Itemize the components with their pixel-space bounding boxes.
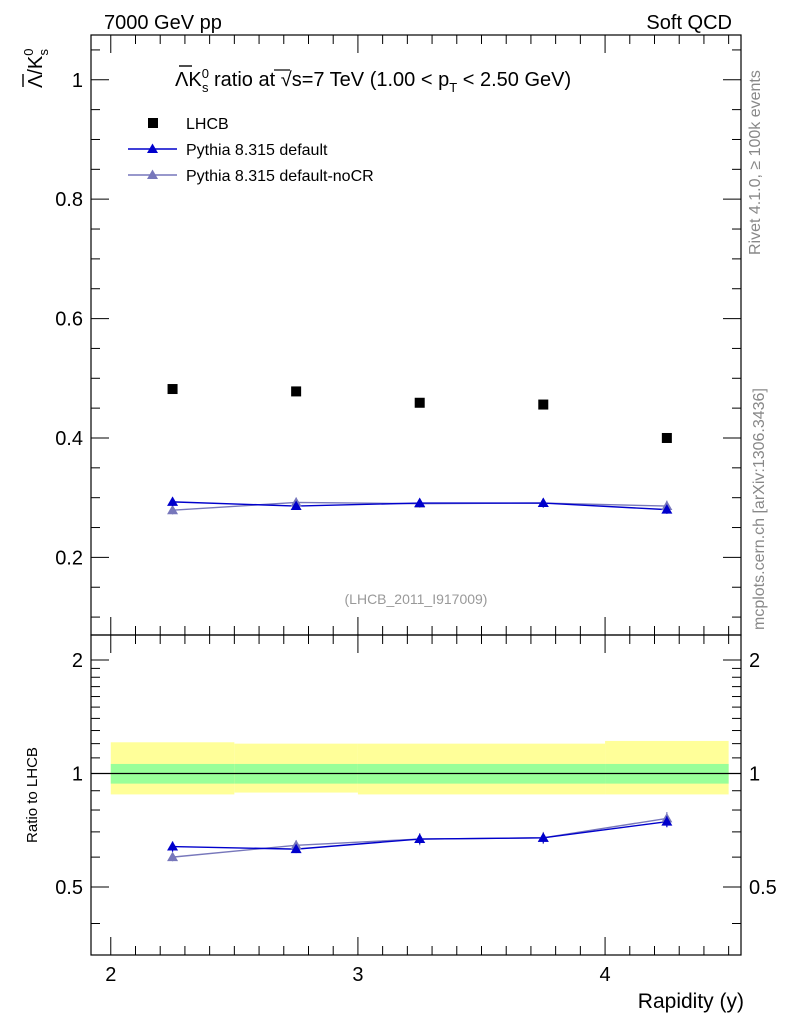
ratio-pythia-default-point bbox=[290, 843, 302, 854]
title-middle: ratio at bbox=[208, 69, 280, 91]
main-title: ΛK0 s ratio at √s=7 TeV (1.00 < pT < 2.50… bbox=[175, 66, 571, 95]
main-panel: 0.20.40.60.81 ΛK0 s ratio at √s=7 TeV (1.… bbox=[21, 34, 742, 636]
x-tick-label: 2 bbox=[105, 964, 116, 986]
analysis-watermark: (LHCB_2011_I917009) bbox=[345, 591, 488, 607]
title-lambda: Λ bbox=[175, 69, 189, 91]
legend-entry-lhcb: LHCB bbox=[148, 116, 229, 133]
x-tick-label: 4 bbox=[600, 964, 611, 986]
ratio-pythia-default-point bbox=[537, 832, 549, 842]
ratio-pythia-default-point bbox=[661, 816, 673, 826]
ratio-ylabel: Ratio to LHCB bbox=[24, 747, 41, 843]
ratio-pythia-nocr-point bbox=[167, 851, 179, 862]
legend-square-marker bbox=[148, 118, 158, 128]
lhcb-data-point bbox=[661, 432, 672, 443]
y-tick-label: 0.8 bbox=[55, 189, 83, 211]
pythia-default-point bbox=[414, 497, 426, 508]
category-label: Soft QCD bbox=[646, 12, 732, 34]
ylabel-slash-k: /K bbox=[25, 55, 47, 75]
title-tail: < 2.50 GeV) bbox=[457, 69, 571, 91]
lhcb-data-point bbox=[291, 386, 302, 397]
lhcb-data-point bbox=[414, 397, 425, 408]
ratio-y-tick-label-left: 2 bbox=[72, 650, 83, 672]
title-k-sub: s bbox=[202, 80, 209, 95]
legend-triangle-nocr bbox=[147, 169, 158, 179]
ratio-frame bbox=[90, 634, 742, 956]
y-tick-label: 0.6 bbox=[55, 309, 83, 331]
lhcb-data-point bbox=[538, 399, 549, 410]
pythia-default-point bbox=[661, 504, 673, 514]
ratio-y-tick-label-right: 0.5 bbox=[749, 877, 777, 899]
lhcb-data-point bbox=[167, 384, 178, 395]
title-sqrt: √ bbox=[281, 69, 292, 91]
ylabel-sub: s bbox=[36, 49, 51, 56]
title-s-eq: s=7 TeV (1.00 < p bbox=[292, 69, 450, 91]
title-k-sup: 0 bbox=[202, 66, 209, 81]
ratio-y-tick-label-right: 2 bbox=[749, 650, 760, 672]
ratio-y-tick-label-right: 1 bbox=[749, 763, 760, 785]
pythia-nocr-point bbox=[167, 504, 179, 515]
mcplots-label: mcplots.cern.ch [arXiv:1306.3436] bbox=[751, 388, 768, 630]
y-tick-label: 1 bbox=[72, 70, 83, 92]
pythia-default-point bbox=[167, 496, 179, 506]
y-tick-label: 0.4 bbox=[55, 428, 83, 450]
svg-text:Λ/K0s: Λ/K0s bbox=[21, 49, 51, 89]
ratio-y-tick-label-left: 1 bbox=[72, 763, 83, 785]
ylabel-sup: 0 bbox=[21, 49, 36, 56]
title-k: K bbox=[188, 69, 202, 91]
ylabel-lambda: Λ bbox=[25, 74, 47, 88]
rivet-label: Rivet 4.1.0, ≥ 100k events bbox=[747, 70, 764, 255]
ratio-panel: 0.5 0.5 1 1 2 2 2 3 4 Ratio to LHCB Rapidity (y) bbox=[24, 634, 777, 1013]
legend: LHCB Pythia 8.315 default Pythia 8.315 d… bbox=[128, 116, 374, 185]
x-tick-label: 3 bbox=[352, 964, 363, 986]
pythia-default-point bbox=[537, 497, 549, 508]
ratio-pythia-default-point bbox=[414, 833, 426, 844]
ratio-y-tick-label-left: 0.5 bbox=[55, 877, 83, 899]
legend-label-nocr: Pythia 8.315 default-noCR bbox=[186, 168, 374, 185]
title-pt-sub: T bbox=[449, 80, 457, 95]
y-tick-label: 0.2 bbox=[55, 547, 83, 569]
legend-label-default: Pythia 8.315 default bbox=[186, 142, 328, 159]
energy-label: 7000 GeV pp bbox=[104, 12, 222, 34]
legend-entry-pythia-default: Pythia 8.315 default bbox=[128, 142, 328, 159]
legend-label-lhcb: LHCB bbox=[186, 116, 229, 133]
pythia-default-point bbox=[290, 500, 302, 511]
main-ylabel: Λ/K0s bbox=[21, 49, 51, 89]
legend-triangle-default bbox=[147, 143, 158, 153]
legend-entry-pythia-nocr: Pythia 8.315 default-noCR bbox=[128, 168, 374, 185]
x-axis-label: Rapidity (y) bbox=[638, 990, 744, 1013]
ratio-pythia-default-point bbox=[167, 841, 179, 851]
